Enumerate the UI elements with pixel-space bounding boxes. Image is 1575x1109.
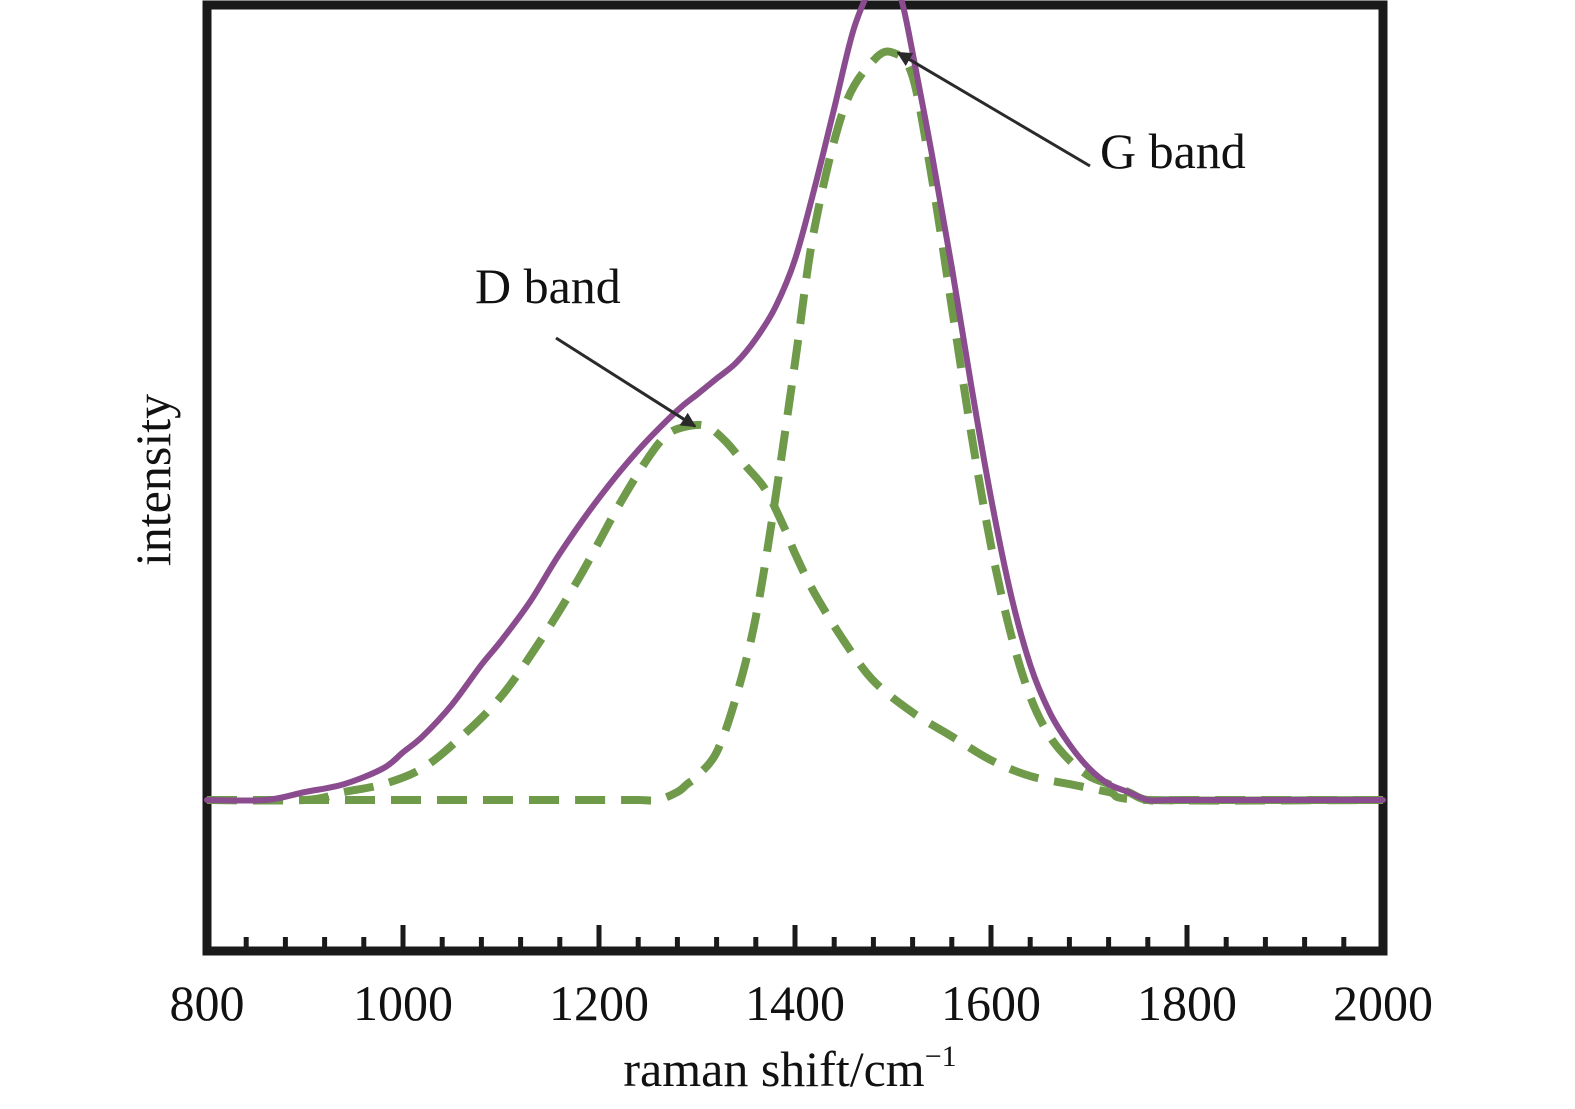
series-lines — [204, 0, 1386, 805]
annotations: D band G band — [475, 51, 1246, 428]
x-tick-label: 800 — [170, 975, 245, 1031]
x-tick-label: 1400 — [745, 975, 845, 1031]
annotation-arrow — [555, 336, 697, 428]
x-tick-labels: 800 1000 1200 1400 1600 1800 2000 — [170, 975, 1434, 1031]
fitted-band-line — [206, 420, 1384, 805]
y-axis-label: intensity — [125, 394, 181, 566]
annotation-label: G band — [1100, 123, 1246, 179]
x-tick-label: 1600 — [941, 975, 1041, 1031]
total-spectrum-line — [204, 0, 1386, 804]
annotation-arrow — [896, 51, 1091, 168]
annotation-label: D band — [475, 258, 621, 314]
x-minor-ticks — [243, 937, 1347, 951]
x-tick-label: 1000 — [353, 975, 453, 1031]
x-axis-label-main: raman shift/cm — [623, 1041, 924, 1097]
x-axis-label-superscript: −1 — [925, 1040, 957, 1073]
x-axis-label: raman shift/cm−1 — [623, 1040, 956, 1097]
x-tick-label: 2000 — [1333, 975, 1433, 1031]
x-tick-label: 1200 — [549, 975, 649, 1031]
fitted-band-line — [207, 47, 1383, 805]
x-tick-label: 1800 — [1137, 975, 1237, 1031]
x-major-ticks — [400, 925, 1190, 951]
